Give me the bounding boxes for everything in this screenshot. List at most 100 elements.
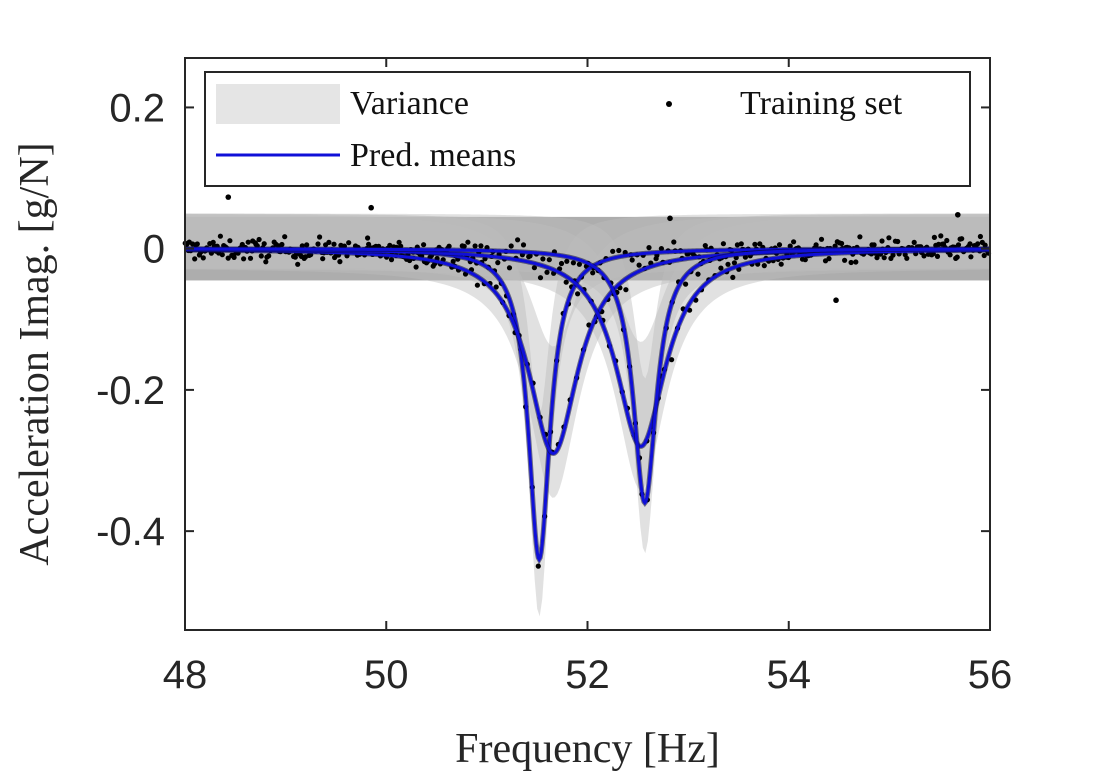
training-point-outlier [667,215,673,222]
pred-mean-line-4 [185,247,990,506]
training-point [508,243,514,249]
training-point [981,252,987,259]
training-point [495,260,501,266]
training-point [590,270,596,276]
training-point [320,256,326,262]
variance-bands [185,213,990,617]
training-point [720,241,727,247]
training-point [895,238,901,245]
training-point [366,241,372,247]
training-point [982,242,988,248]
training-point [671,239,677,245]
training-point [337,259,343,265]
training-point [623,287,629,293]
training-point [921,253,927,259]
training-point [192,256,198,262]
y-axis-label: Acceleration Imag. [g/N] [12,142,58,565]
training-point [934,253,941,259]
training-point [839,240,845,247]
training-point [535,563,541,569]
training-point [725,261,731,267]
training-point [975,241,981,247]
training-point [279,241,285,248]
x-tick-label: 54 [767,653,812,697]
training-point [540,256,546,262]
x-tick-label: 50 [364,653,409,697]
y-tick-label: 0 [143,228,165,272]
training-point [826,256,832,262]
x-tick-label: 48 [163,653,208,697]
training-point [546,257,552,263]
training-point [396,239,402,245]
training-point [761,263,767,269]
training-point [231,254,237,260]
training-point [968,254,974,260]
training-point [200,255,206,261]
training-point [564,258,570,264]
training-point [904,255,910,261]
training-point [219,252,225,258]
training-point [461,243,467,249]
training-point [629,257,635,263]
training-point [702,243,708,249]
training-point [842,257,848,263]
training-point [853,259,859,265]
training-point [616,247,622,254]
training-point [450,258,456,264]
variance-band-2 [185,213,990,498]
training-point [967,241,973,247]
training-point [387,242,393,248]
x-tick-label: 56 [968,653,1013,697]
training-point [315,241,321,247]
training-point [757,241,763,247]
training-point [871,242,877,248]
pred-means-lines [184,246,991,565]
training-point [683,281,689,287]
training-point [718,265,724,271]
training-point [646,245,652,251]
training-point [734,242,741,248]
training-point [947,252,953,258]
training-point [515,237,521,243]
training-point [938,233,944,239]
training-point [575,291,581,297]
training-point [413,264,419,270]
training-point [544,269,550,275]
training-point [813,242,819,248]
training-point [570,260,577,266]
training-point [241,256,247,262]
training-point [520,242,527,248]
training-point [474,282,480,288]
training-point [465,239,471,245]
training-point [802,257,808,263]
training-point [247,255,254,261]
training-point [478,243,484,249]
training-point [245,239,251,245]
legend-variance-label: Variance [350,85,469,122]
legend-variance-swatch [216,84,340,124]
training-point [263,259,269,265]
training-point-outlier [955,211,961,218]
training-point [881,255,887,261]
training-point [778,261,784,267]
x-tick-label: 52 [565,653,610,697]
training-point [282,234,288,240]
training-point [331,241,337,247]
training-point [472,243,478,249]
training-point [563,279,569,285]
training-point [730,274,736,280]
training-point-outlier [225,194,232,200]
training-point [365,235,371,241]
training-point [227,238,233,244]
training-point [304,242,310,248]
training-point [266,253,272,259]
training-point [261,241,267,247]
training-point [931,234,938,240]
training-point [531,265,538,271]
training-point [326,239,332,245]
training-point [944,237,950,244]
training-point [776,242,783,248]
training-point [977,233,984,240]
training-point [421,242,427,248]
